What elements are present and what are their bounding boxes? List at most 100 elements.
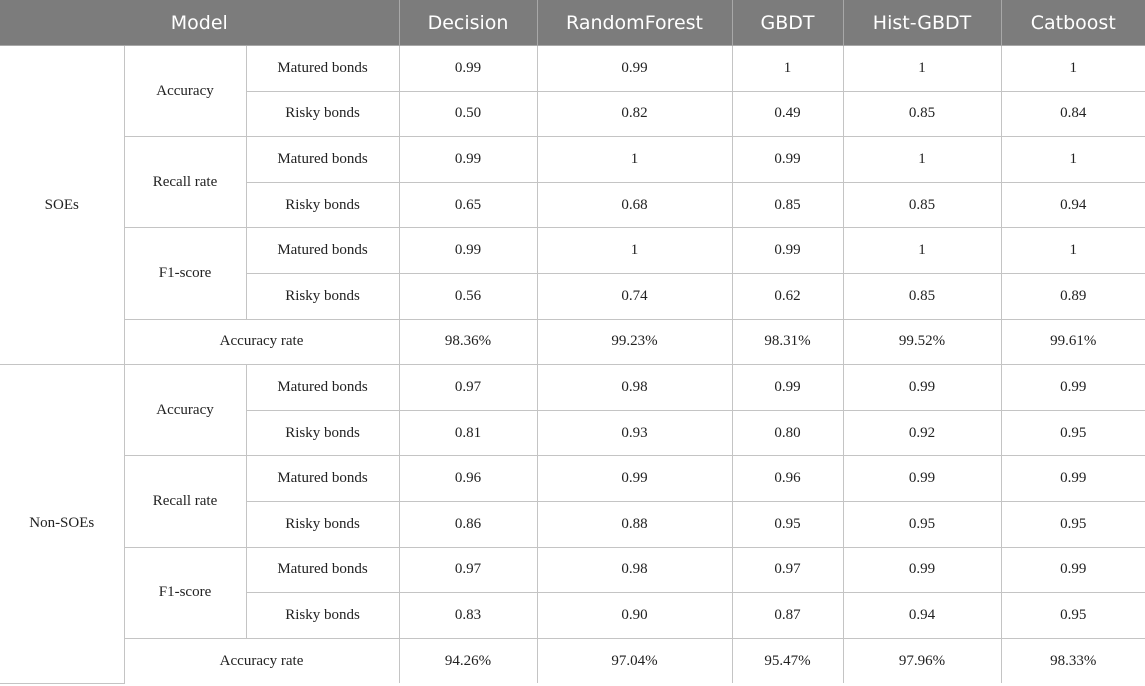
value-cell: 0.99 [1000, 546, 1145, 594]
value-cell: 0.94 [1000, 181, 1145, 229]
value-cell: 0.99 [536, 45, 733, 92]
value-cell: 0.80 [731, 409, 844, 457]
value-cell: 1 [842, 136, 1002, 183]
row-label: Matured bonds [245, 546, 400, 594]
metric-label: F1-score [124, 227, 247, 320]
group-label: SOEs [0, 44, 125, 366]
value-cell: 99.61% [1000, 318, 1145, 366]
value-cell: 0.94 [842, 592, 1002, 639]
row-label: Risky bonds [246, 409, 400, 457]
value-cell: 1 [536, 227, 733, 274]
value-cell: 0.88 [536, 500, 733, 548]
value-cell: 0.95 [731, 500, 844, 548]
metric-label: Recall rate [124, 136, 247, 229]
value-cell: 1 [842, 227, 1002, 274]
value-cell: 0.62 [731, 272, 844, 320]
table-row: Risky bonds 0.81 0.93 0.80 0.92 0.95 [0, 409, 1145, 457]
row-label: Matured bonds [245, 45, 400, 92]
value-cell: 0.99 [398, 227, 538, 274]
row-label: Matured bonds [245, 136, 400, 183]
value-cell: 0.85 [842, 181, 1002, 229]
value-cell: 95.47% [731, 637, 844, 684]
value-cell: 0.83 [398, 592, 538, 639]
value-cell: 0.97 [398, 364, 538, 411]
table-row: Risky bonds 0.86 0.88 0.95 0.95 0.95 [0, 500, 1145, 548]
row-label: Matured bonds [245, 455, 400, 502]
value-cell: 0.84 [1000, 90, 1145, 138]
value-cell: 98.31% [731, 318, 844, 366]
metric-label: Accuracy [123, 44, 247, 138]
value-cell: 0.95 [1000, 409, 1145, 457]
value-cell: 0.89 [1000, 272, 1145, 320]
value-cell: 0.82 [536, 90, 733, 138]
value-cell: 0.93 [536, 409, 733, 457]
row-label: Risky bonds [246, 592, 400, 639]
value-cell: 0.99 [731, 364, 844, 411]
row-label: Risky bonds [246, 272, 400, 320]
value-cell: 0.74 [536, 272, 733, 320]
table-row: Recall rate Matured bonds 0.99 1 0.99 1 … [0, 136, 1145, 229]
value-cell: 0.96 [731, 455, 844, 502]
column-header-catboost: Catboost [1000, 0, 1145, 46]
value-cell: 1 [1000, 227, 1145, 274]
metric-label: F1-score [124, 546, 247, 639]
value-cell: 1 [536, 136, 733, 183]
value-cell: 0.95 [1000, 592, 1145, 639]
value-cell: 99.23% [536, 318, 733, 366]
table-row: SOEs Accuracy Matured bonds 0.99 0.99 1 … [0, 44, 1145, 366]
value-cell: 0.99 [536, 455, 733, 502]
row-label: Risky bonds [246, 500, 400, 548]
value-cell: 0.98 [536, 546, 733, 594]
model-header: Model [0, 0, 400, 46]
value-cell: 94.26% [398, 637, 538, 684]
value-cell: 0.99 [1000, 455, 1145, 502]
value-cell: 1 [731, 45, 844, 92]
table-row: Risky bonds 0.56 0.74 0.62 0.85 0.89 [0, 272, 1145, 320]
value-cell: 0.85 [842, 272, 1002, 320]
value-cell: 97.96% [842, 637, 1002, 684]
value-cell: 0.85 [731, 181, 844, 229]
table-row: Accuracy rate 98.36% 99.23% 98.31% 99.52… [0, 318, 1145, 366]
column-header-decision: Decision [398, 0, 538, 46]
value-cell: 0.65 [398, 181, 538, 229]
group-label: Non-SOEs [0, 364, 125, 684]
table-row: Non-SOEs Accuracy Matured bonds 0.97 0.9… [0, 364, 1145, 684]
value-cell: 0.99 [731, 136, 844, 183]
value-cell: 0.96 [398, 455, 538, 502]
value-cell: 1 [842, 45, 1002, 92]
metric-label: Recall rate [124, 455, 247, 548]
value-cell: 1 [1000, 45, 1145, 92]
value-cell: 0.56 [398, 272, 538, 320]
value-cell: 0.87 [731, 592, 844, 639]
table-row: Accuracy rate 94.26% 97.04% 95.47% 97.96… [0, 637, 1145, 684]
value-cell: 0.99 [398, 136, 538, 183]
value-cell: 0.68 [536, 181, 733, 229]
value-cell: 0.99 [842, 455, 1002, 502]
column-header-gbdt: GBDT [731, 0, 844, 46]
value-cell: 0.98 [536, 364, 733, 411]
value-cell: 0.97 [398, 546, 538, 594]
table-row: F1-score Matured bonds 0.97 0.98 0.97 0.… [0, 546, 1145, 639]
value-cell: 0.99 [731, 227, 844, 274]
value-cell: 0.90 [536, 592, 733, 639]
value-cell: 97.04% [536, 637, 733, 684]
header-row: Model Decision RandomForest GBDT Hist-GB… [0, 0, 1145, 46]
row-label: Matured bonds [245, 227, 400, 274]
accuracy-rate-label: Accuracy rate [124, 318, 400, 366]
value-cell: 0.86 [398, 500, 538, 548]
value-cell: 0.97 [731, 546, 844, 594]
metric-label: Accuracy [123, 364, 247, 457]
value-cell: 0.95 [842, 500, 1002, 548]
row-label: Matured bonds [245, 364, 400, 411]
accuracy-rate-label: Accuracy rate [124, 637, 400, 684]
row-label: Risky bonds [246, 90, 400, 138]
value-cell: 0.92 [842, 409, 1002, 457]
value-cell: 1 [1000, 136, 1145, 183]
row-label: Risky bonds [246, 181, 400, 229]
value-cell: 0.81 [398, 409, 538, 457]
value-cell: 98.33% [1000, 637, 1145, 684]
column-header-randomforest: RandomForest [536, 0, 733, 46]
value-cell: 99.52% [842, 318, 1002, 366]
value-cell: 0.99 [1000, 364, 1145, 411]
